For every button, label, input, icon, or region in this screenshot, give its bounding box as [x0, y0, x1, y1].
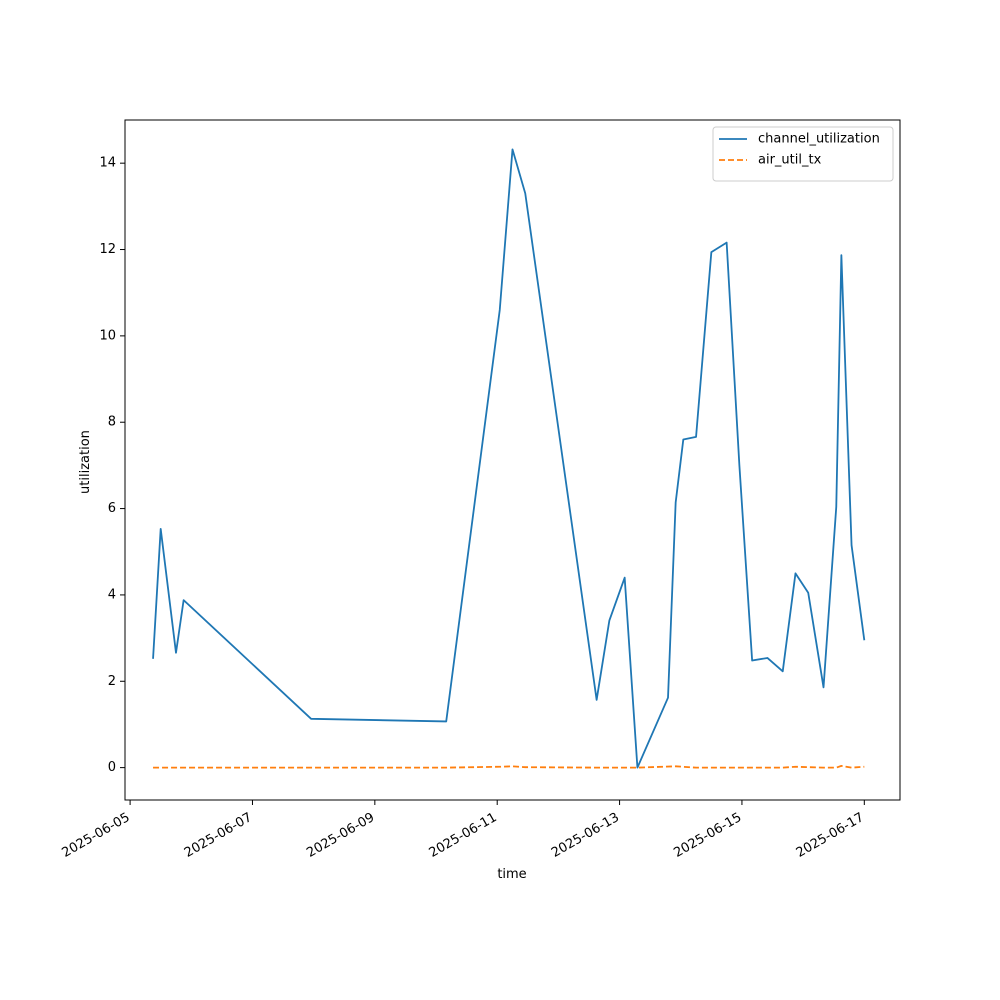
y-tick-label: 12 — [99, 242, 116, 257]
y-tick-label: 6 — [108, 501, 116, 516]
legend-label-channel-utilization: channel_utilization — [758, 132, 880, 147]
legend-label-air-util-tx: air_util_tx — [758, 153, 822, 168]
x-tick-label: 2025-06-15 — [671, 810, 744, 861]
x-tick-label: 2025-06-13 — [549, 810, 622, 861]
x-axis-label: time — [497, 867, 526, 882]
y-tick-label: 0 — [108, 760, 116, 775]
y-tick-label: 2 — [108, 674, 116, 689]
plot-frame — [124, 119, 901, 801]
legend: channel_utilization air_util_tx — [712, 126, 894, 182]
y-tick-label: 4 — [108, 587, 116, 602]
series-line-air-util-tx — [153, 764, 865, 769]
series-line-channel-utilization — [152, 148, 866, 769]
x-tick-label: 2025-06-17 — [794, 810, 867, 861]
y-tick-label: 10 — [99, 328, 116, 343]
x-tick-label: 2025-06-05 — [60, 810, 133, 861]
x-axis-ticks: 2025-06-05 2025-06-07 2025-06-09 2025-06-11… — [60, 800, 867, 861]
x-tick-label: 2025-06-09 — [304, 810, 377, 861]
plot-area — [125, 120, 900, 800]
series-layer — [152, 148, 866, 769]
y-tick-label: 14 — [99, 156, 116, 171]
y-axis-label: utilization — [78, 430, 93, 494]
legend-box — [712, 126, 894, 182]
y-axis-ticks: 0 2 4 6 8 10 12 14 — [99, 156, 125, 775]
x-tick-label: 2025-06-11 — [427, 810, 500, 861]
y-tick-label: 8 — [108, 415, 116, 430]
x-tick-label: 2025-06-07 — [182, 810, 255, 861]
